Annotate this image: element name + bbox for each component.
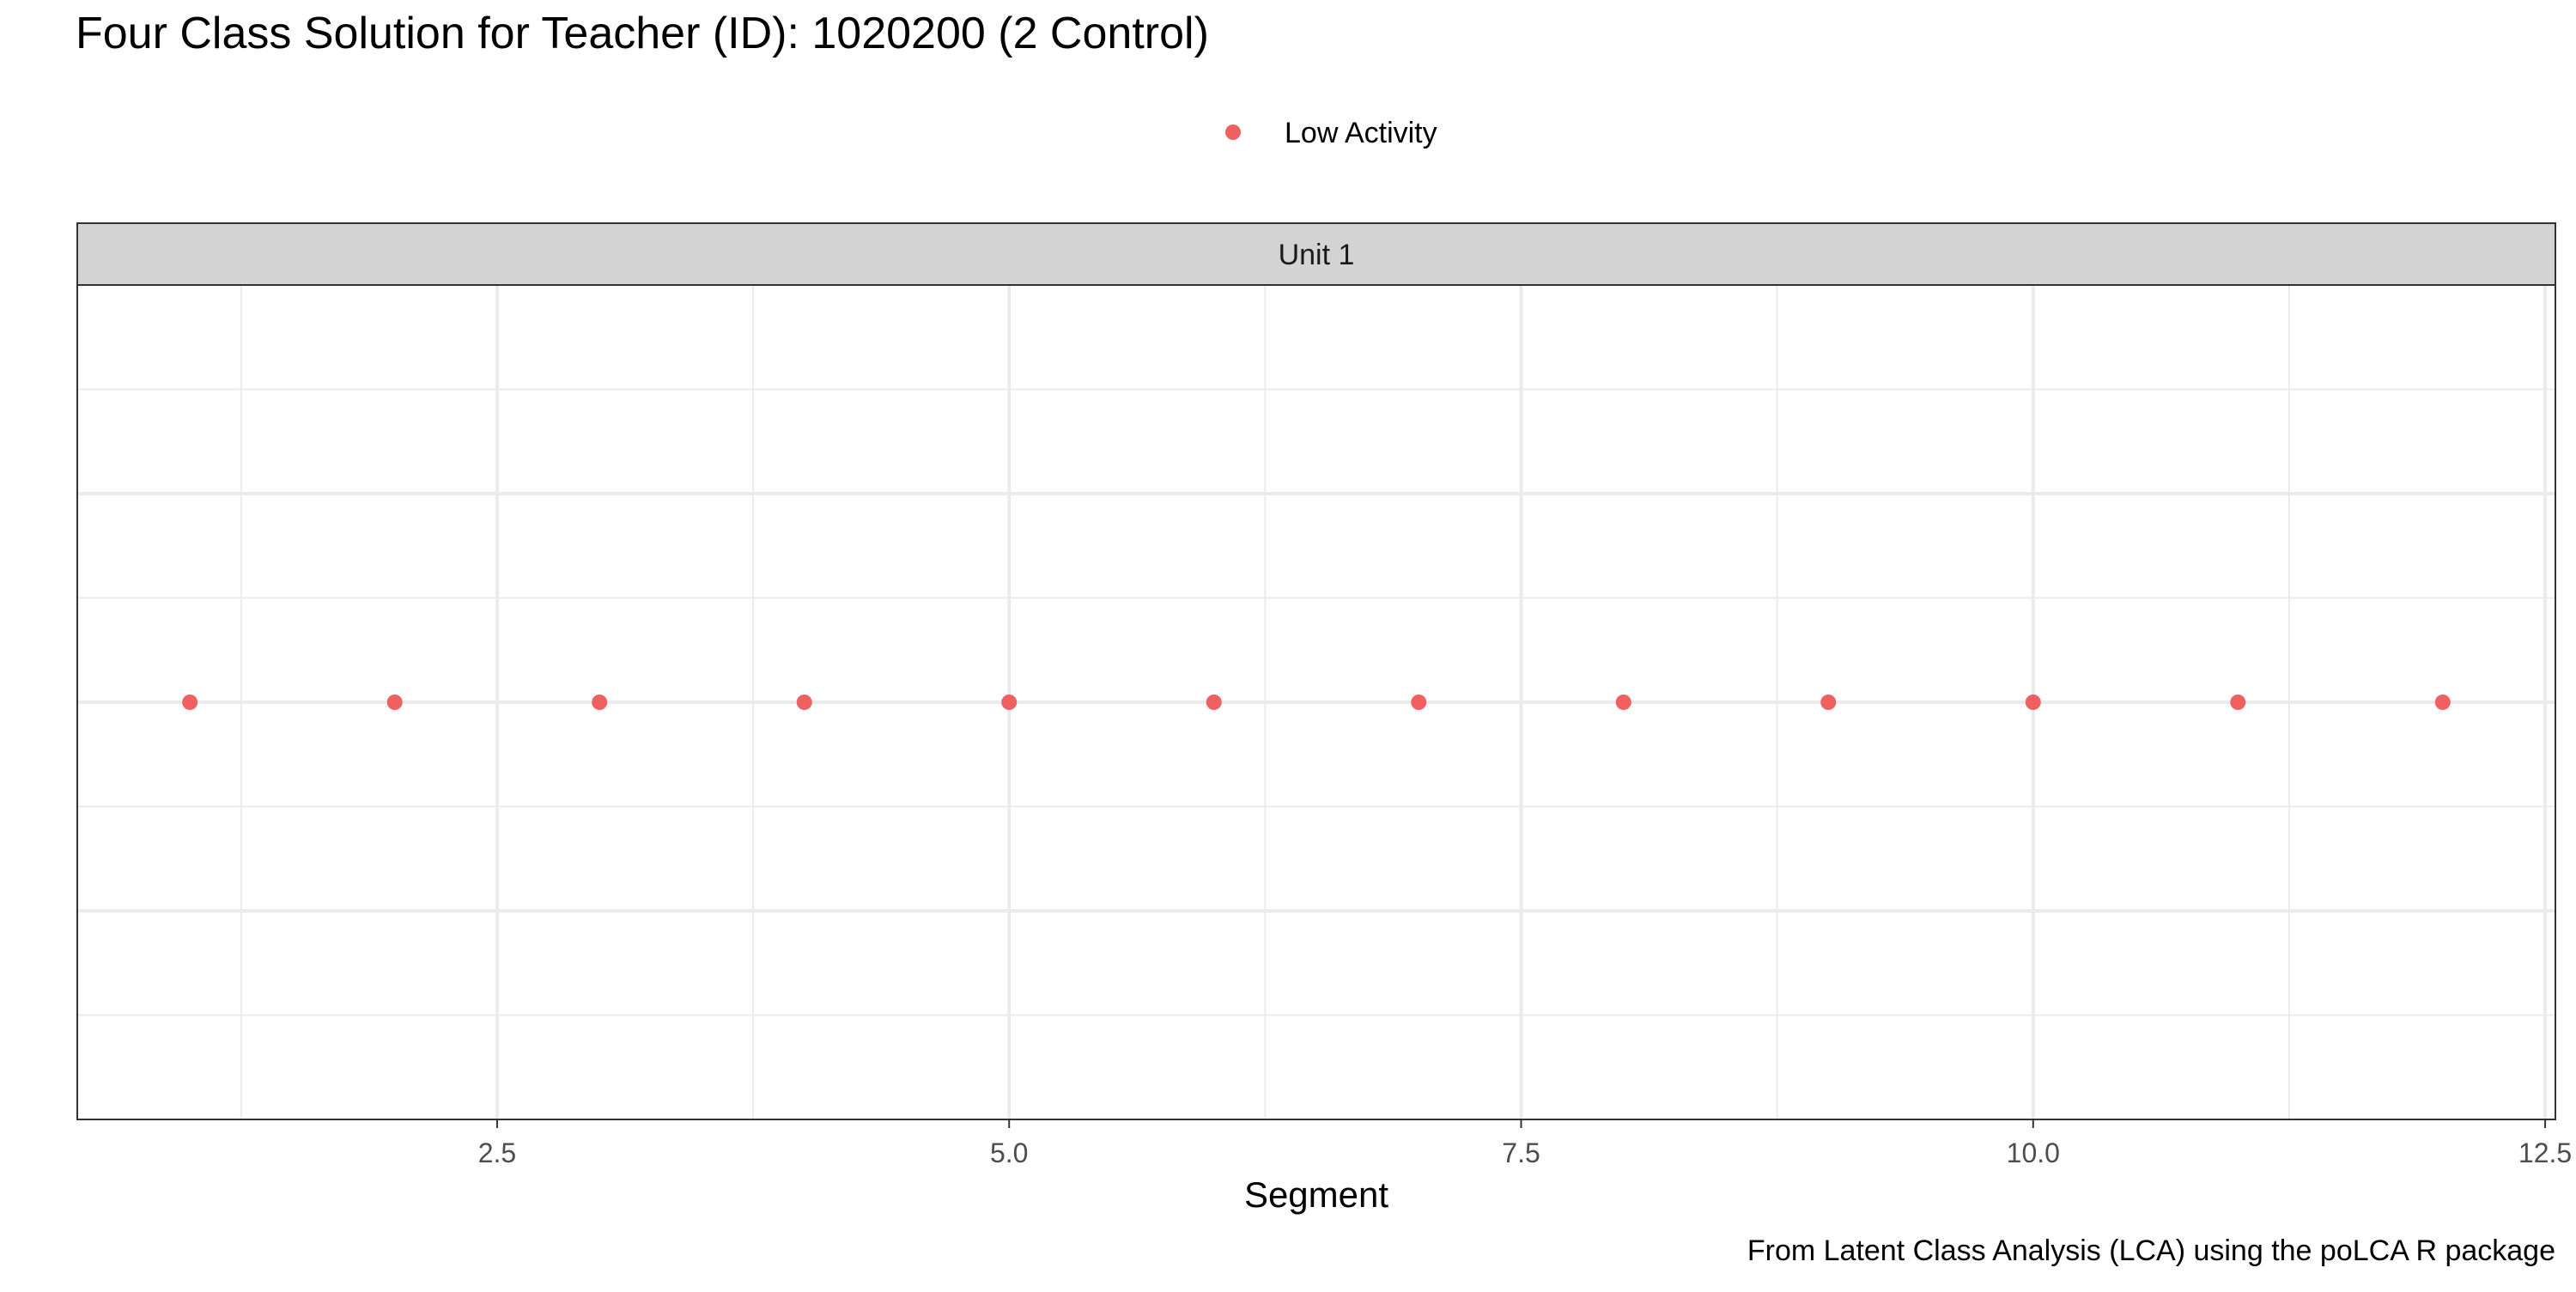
- data-points: [182, 695, 2451, 710]
- grid-minor: [77, 285, 2555, 1119]
- x-tick-label-0: 2.5: [478, 1137, 516, 1168]
- chart-caption: From Latent Class Analysis (LCA) using t…: [1747, 1234, 2555, 1267]
- x-axis-label: Segment: [1244, 1174, 1388, 1215]
- chart-title: Four Class Solution for Teacher (ID): 10…: [76, 9, 1209, 58]
- point-0-8: [1820, 695, 1837, 710]
- facet-strip: [76, 222, 2556, 286]
- point-0-10: [2230, 695, 2246, 710]
- legend-marker-low-activity: [1225, 124, 1241, 140]
- point-0-5: [1206, 695, 1222, 710]
- plot-panel-border: [76, 284, 2556, 1120]
- point-0-1: [386, 695, 403, 710]
- x-tick-label-4: 12.5: [2518, 1137, 2572, 1168]
- x-axis: 2.5 5.0 7.5 10.0 12.5: [478, 1119, 2572, 1168]
- point-0-0: [182, 695, 198, 710]
- x-tick-label-2: 7.5: [1502, 1137, 1540, 1168]
- point-0-4: [1001, 695, 1018, 710]
- legend: Low Activity: [1225, 117, 1437, 149]
- point-0-11: [2434, 695, 2451, 710]
- x-tick-label-1: 5.0: [990, 1137, 1028, 1168]
- facet-strip-label: Unit 1: [1279, 239, 1355, 271]
- point-0-3: [796, 695, 812, 710]
- point-0-9: [2025, 695, 2041, 710]
- point-0-2: [592, 695, 608, 710]
- point-0-6: [1411, 695, 1427, 710]
- point-0-7: [1615, 695, 1631, 710]
- x-tick-label-3: 10.0: [2007, 1137, 2060, 1168]
- legend-label-low-activity: Low Activity: [1285, 117, 1437, 149]
